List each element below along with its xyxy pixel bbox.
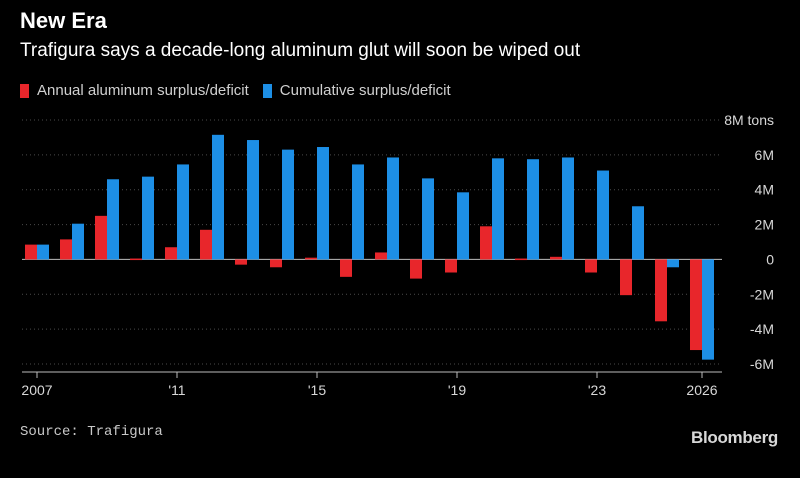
annual-bar — [410, 259, 422, 279]
legend-item-cumulative: Cumulative surplus/deficit — [262, 82, 451, 99]
cumulative-bar — [282, 149, 294, 260]
bar-layer — [25, 134, 714, 360]
cumulative-bar — [212, 134, 224, 260]
y-tick-label: 0 — [766, 251, 774, 267]
annual-bar — [445, 259, 457, 273]
bloomberg-logo: Bloomberg — [690, 428, 778, 447]
annual-bar — [375, 252, 387, 260]
annual-bar — [305, 257, 317, 260]
cumulative-bar — [142, 176, 154, 260]
annual-bar — [165, 247, 177, 260]
legend-swatch-cumulative — [262, 83, 272, 98]
annual-bar — [95, 215, 107, 260]
annual-bar — [270, 259, 282, 268]
cumulative-bar — [422, 178, 434, 260]
cumulative-bar — [352, 164, 364, 260]
annual-bar — [550, 256, 562, 260]
x-tick-label: '23 — [588, 382, 606, 398]
chart-legend: Annual aluminum surplus/deficit Cumulati… — [20, 82, 465, 99]
x-tick-label: 2007 — [21, 382, 52, 398]
cumulative-bar — [527, 159, 539, 260]
y-tick-label: -2M — [750, 286, 774, 302]
cumulative-bar — [562, 157, 574, 260]
y-tick-label: 6M — [755, 147, 774, 163]
legend-label-cumulative: Cumulative surplus/deficit — [279, 82, 451, 99]
cumulative-bar — [37, 244, 49, 260]
cumulative-bar — [667, 259, 679, 268]
y-tick-label: 2M — [755, 217, 774, 233]
legend-label-annual: Annual aluminum surplus/deficit — [37, 82, 249, 99]
legend-item-annual: Annual aluminum surplus/deficit — [20, 82, 249, 99]
cumulative-bar — [457, 192, 469, 260]
x-tick-label: '19 — [448, 382, 466, 398]
cumulative-bar — [702, 259, 714, 360]
y-tick-label: 4M — [755, 182, 774, 198]
axis-layer: 8M tons 6M 4M 2M 0 -2M -4M -6M 2007 '11 '15 '19 '23 2… — [21, 112, 774, 398]
annual-bar — [60, 239, 72, 260]
x-tick-label: '11 — [168, 382, 185, 398]
cumulative-bar — [247, 140, 259, 260]
annual-bar — [235, 259, 247, 265]
annual-bar — [585, 259, 597, 273]
chart-subtitle: Trafigura says a decade-long aluminum gl… — [20, 40, 581, 61]
annual-bar — [515, 258, 527, 261]
cumulative-bar — [492, 158, 504, 260]
annual-bar — [480, 226, 492, 260]
cumulative-bar — [72, 223, 84, 260]
y-tick-label: -4M — [750, 321, 774, 337]
grid-layer — [22, 119, 722, 365]
cumulative-bar — [107, 179, 119, 260]
source-note: Source: Trafigura — [20, 424, 163, 440]
cumulative-bar — [632, 206, 644, 260]
legend-swatch-annual — [20, 83, 29, 98]
bar-chart: 8M tons 6M 4M 2M 0 -2M -4M -6M 2007 '11 '15 '19 '23 2… — [21, 112, 774, 398]
x-tick-label: '15 — [308, 382, 326, 398]
annual-bar — [25, 244, 37, 260]
annual-bar — [340, 259, 352, 277]
annual-bar — [620, 259, 632, 296]
x-tick-label: 2026 — [686, 382, 717, 398]
cumulative-bar — [387, 157, 399, 260]
y-tick-label: 8M tons — [724, 112, 774, 128]
chart-title: New Era — [20, 8, 107, 33]
cumulative-bar — [597, 170, 609, 260]
annual-bar — [655, 259, 667, 322]
cumulative-bar — [317, 147, 329, 260]
y-tick-label: -6M — [750, 356, 774, 372]
annual-bar — [200, 229, 212, 260]
annual-bar — [690, 259, 702, 351]
cumulative-bar — [177, 164, 189, 260]
annual-bar — [130, 258, 142, 261]
